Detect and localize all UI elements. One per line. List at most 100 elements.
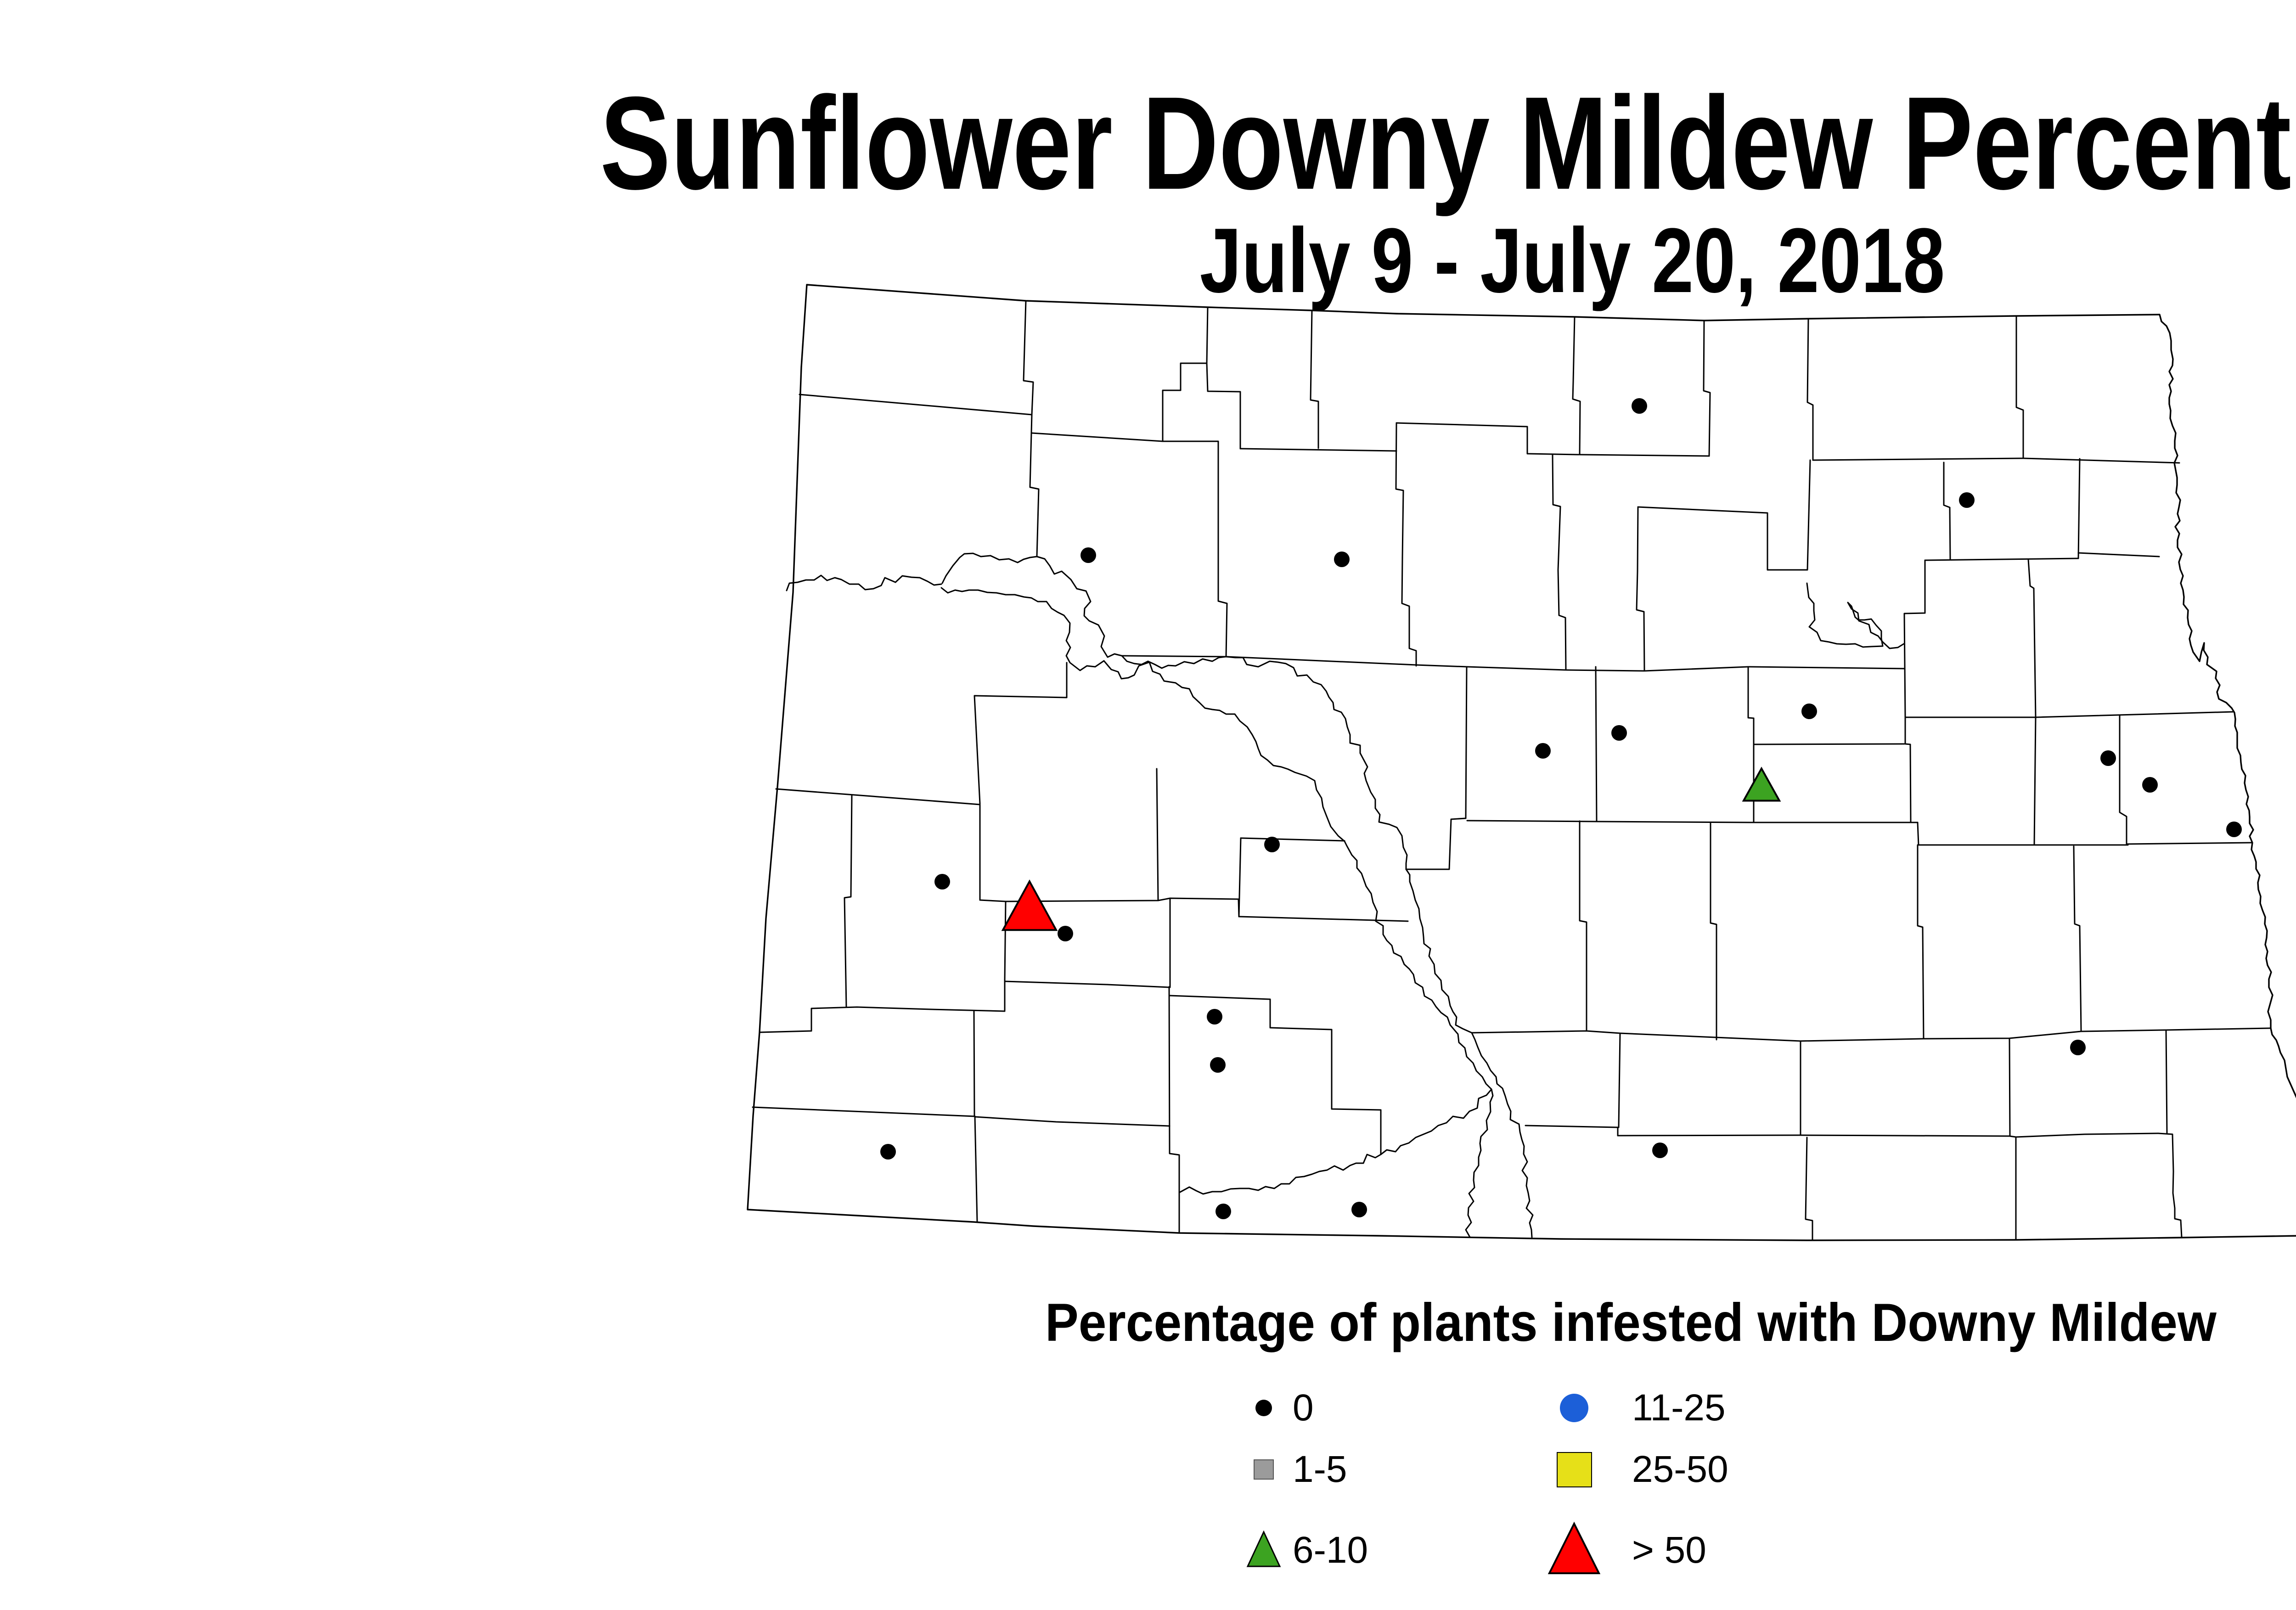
county-line: [1310, 310, 1319, 449]
county-line: [1029, 414, 1040, 557]
county-line: [1156, 768, 1159, 901]
county-line: [2022, 457, 2180, 464]
legend-label: 11-25: [1632, 1387, 1726, 1429]
county-line: [2126, 842, 2253, 845]
county-line: [1395, 422, 1417, 667]
survey-dot-marker: [1058, 926, 1073, 941]
county-line: [759, 1006, 1006, 1033]
county-line: [775, 788, 981, 805]
county-line: [2165, 1029, 2168, 1134]
county-line: [1595, 666, 1598, 822]
county-line: [1206, 362, 1241, 450]
county-line: [1747, 666, 1755, 822]
county-line: [2073, 845, 2082, 1032]
survey-dot-marker: [1632, 398, 1647, 414]
county-line: [2033, 716, 2037, 846]
county-line: [2157, 1132, 2183, 1238]
legend-item-2: 6-10: [1235, 1514, 1368, 1587]
county-line: [1917, 844, 1925, 1040]
legend-symbol-dot-icon: [1255, 1400, 1272, 1416]
county-line: [2015, 315, 2024, 459]
county-line: [752, 1106, 976, 1117]
county-line: [1617, 1132, 2159, 1138]
legend-label: > 50: [1632, 1529, 1706, 1571]
survey-triangle-marker: [1742, 766, 1781, 802]
county-line: [1031, 432, 1164, 442]
county-line: [844, 794, 853, 1008]
survey-dot-marker: [934, 874, 950, 889]
county-line: [1238, 898, 1240, 918]
legend-item-1: 1-5: [1235, 1437, 1347, 1502]
county-line: [1636, 506, 1645, 672]
river-lines: [786, 552, 1905, 1238]
legend-symbol-green-triangle-icon: [1246, 1530, 1281, 1567]
county-line: [1806, 318, 1814, 461]
county-line: [1023, 300, 1034, 416]
county-line: [1903, 559, 1926, 718]
county-line: [2027, 558, 2037, 718]
legend-label: 0: [1293, 1387, 1314, 1429]
river-line: [941, 552, 1408, 870]
survey-dot-marker: [1535, 743, 1551, 759]
survey-triangle-marker: [1001, 879, 1058, 931]
river-line: [1806, 582, 1905, 649]
county-line: [1169, 995, 1382, 1155]
survey-dot-marker: [1216, 1204, 1231, 1219]
river-line: [1405, 868, 1534, 1238]
survey-dot-marker: [880, 1144, 896, 1160]
county-line: [974, 662, 1068, 805]
legend-symbol-red-triangle-icon: [1548, 1521, 1601, 1574]
county-line: [1162, 362, 1208, 442]
county-line: [1206, 306, 1209, 364]
state-outline: [747, 284, 2296, 1241]
survey-dot-marker: [1611, 725, 1627, 741]
survey-dot-marker: [1210, 1057, 1226, 1073]
county-line: [1579, 454, 1710, 457]
county-line: [1904, 716, 1912, 823]
legend-label: 6-10: [1293, 1529, 1368, 1571]
county-line: [1466, 820, 1919, 823]
legend-label: 25-50: [1632, 1448, 1728, 1490]
county-line: [1637, 459, 1811, 571]
survey-dot-marker: [1351, 1202, 1367, 1217]
survey-dot-marker: [1264, 837, 1280, 852]
county-line: [1552, 454, 1567, 671]
county-line: [1710, 822, 1717, 1041]
county-line: [1572, 316, 1581, 455]
county-line: [2077, 552, 2160, 557]
county-line: [974, 1115, 978, 1223]
river-line: [1344, 840, 1494, 1238]
state-border: [747, 284, 2296, 1241]
river-line: [940, 587, 1345, 842]
county-line: [1525, 1125, 1619, 1137]
county-line: [974, 1116, 1171, 1127]
county-line: [1396, 422, 1580, 456]
county-line: [1005, 897, 1239, 902]
county-line: [1703, 320, 1711, 457]
county-boundaries: [752, 300, 2271, 1241]
county-line: [1405, 666, 1468, 870]
survey-dot-marker: [2226, 822, 2242, 837]
county-line: [2119, 714, 2127, 845]
survey-dot-marker: [2142, 777, 2158, 793]
county-line: [1805, 1137, 1813, 1241]
survey-markers: [880, 398, 2242, 1219]
county-line: [1238, 916, 1409, 922]
county-line: [2009, 1037, 2011, 1137]
county-line: [1004, 980, 1171, 988]
legend-symbol-gray-square-icon: [1254, 1459, 1274, 1480]
county-line: [1917, 822, 1919, 846]
county-line: [1162, 440, 1228, 658]
county-line: [1240, 837, 1345, 842]
survey-dot-marker: [2100, 750, 2116, 766]
county-line: [1904, 711, 2235, 718]
survey-dot-marker: [1080, 547, 1096, 563]
river-line: [1178, 1088, 1492, 1195]
legend-symbol-blue-circle-icon: [1560, 1394, 1588, 1422]
legend-title: Percentage of plants infested with Downy…: [1045, 1292, 2217, 1352]
county-line: [1579, 820, 1587, 1032]
survey-dot-marker: [1334, 552, 1350, 567]
county-line: [1943, 462, 1951, 561]
